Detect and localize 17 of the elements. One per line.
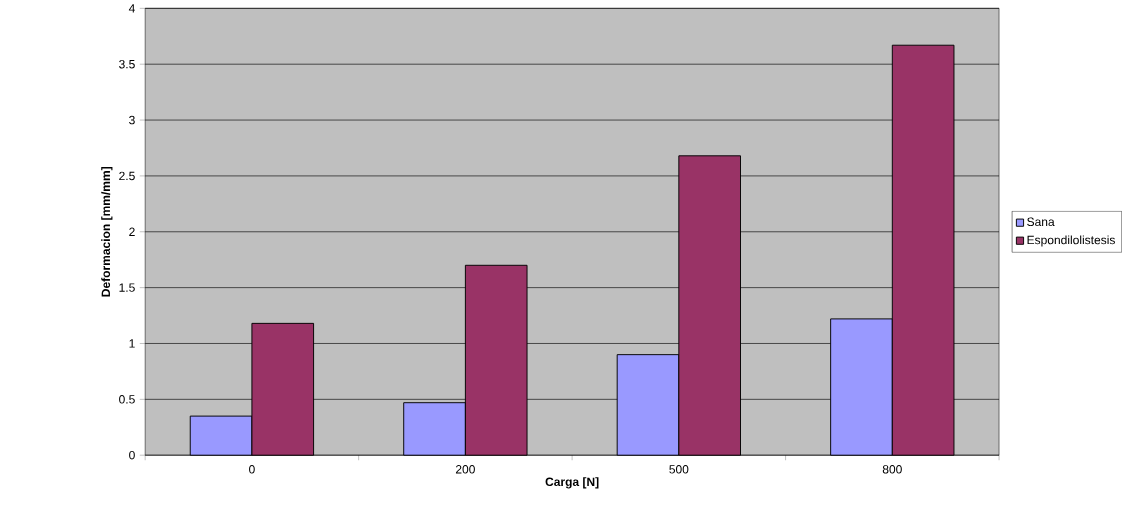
x-axis-title: Carga [N] bbox=[545, 477, 599, 489]
y-tick-label: 0.5 bbox=[119, 395, 135, 404]
y-axis-title: Deformacion [mm/mm] bbox=[101, 166, 113, 297]
y-tick-label: 0 bbox=[129, 450, 135, 460]
y-tick-label: 3 bbox=[129, 115, 135, 125]
x-tick-label: 500 bbox=[669, 465, 689, 474]
y-tick-label: 3.5 bbox=[119, 59, 135, 69]
y-tick-label: 1.5 bbox=[119, 283, 135, 292]
x-tick-label: 200 bbox=[455, 465, 475, 474]
legend-label: Espondilolistesis bbox=[1027, 235, 1115, 247]
y-tick-label: 4 bbox=[128, 4, 135, 13]
x-tick-label: 800 bbox=[882, 465, 902, 474]
y-tick-label: 1 bbox=[129, 339, 135, 348]
legend-label: Sana bbox=[1027, 217, 1055, 226]
y-tick-label: 2.5 bbox=[119, 171, 135, 181]
y-tick-label: 2 bbox=[129, 227, 135, 236]
x-tick-label: 0 bbox=[249, 465, 255, 474]
